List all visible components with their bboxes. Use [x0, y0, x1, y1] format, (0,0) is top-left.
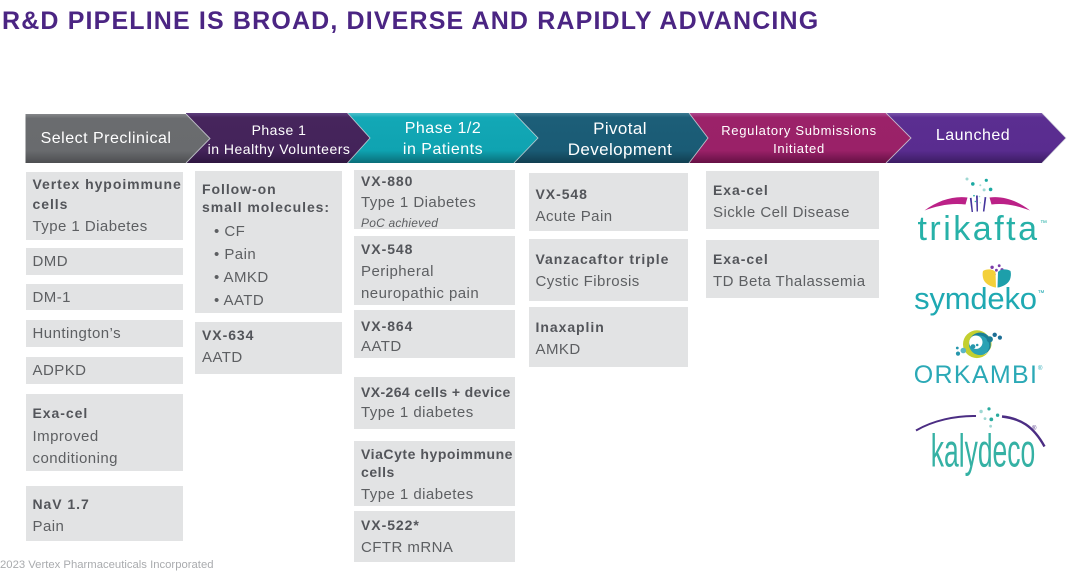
svg-text:kalydeco: kalydeco — [931, 425, 1035, 476]
svg-text:™: ™ — [1038, 290, 1045, 297]
svg-text:ORKAMBI: ORKAMBI — [914, 361, 1038, 389]
svg-text:™: ™ — [1040, 220, 1047, 227]
svg-text:symdeko: symdeko — [914, 281, 1037, 316]
svg-text:®: ® — [1032, 425, 1037, 432]
svg-text:®: ® — [1038, 365, 1043, 372]
svg-text:trikafta: trikafta — [917, 210, 1039, 248]
